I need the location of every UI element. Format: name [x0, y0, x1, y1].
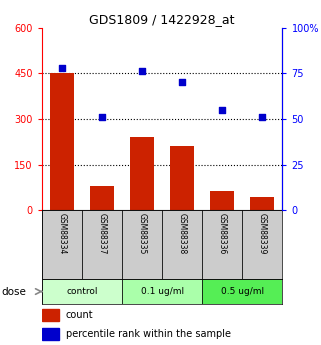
- Title: GDS1809 / 1422928_at: GDS1809 / 1422928_at: [89, 13, 235, 27]
- Bar: [42, 309, 59, 321]
- Text: GSM88338: GSM88338: [178, 213, 187, 254]
- Bar: [122, 279, 202, 304]
- Bar: [202, 279, 282, 304]
- Bar: [250, 197, 274, 210]
- Point: [100, 115, 105, 120]
- Text: GSM88334: GSM88334: [57, 213, 66, 254]
- Bar: [170, 146, 194, 210]
- Text: 0.1 ug/ml: 0.1 ug/ml: [141, 287, 184, 296]
- Text: dose: dose: [2, 287, 26, 296]
- Text: 0.5 ug/ml: 0.5 ug/ml: [221, 287, 264, 296]
- Text: GSM88336: GSM88336: [218, 213, 227, 254]
- Text: GSM88337: GSM88337: [97, 213, 107, 254]
- Text: count: count: [66, 310, 93, 320]
- Bar: [162, 210, 202, 279]
- Bar: [210, 191, 234, 210]
- Bar: [42, 328, 59, 339]
- Bar: [42, 279, 122, 304]
- Point: [180, 80, 185, 85]
- Bar: [202, 210, 242, 279]
- Bar: [242, 210, 282, 279]
- Bar: [130, 137, 154, 210]
- Point: [140, 69, 145, 74]
- Bar: [122, 210, 162, 279]
- Bar: [42, 210, 82, 279]
- Text: GSM88335: GSM88335: [137, 213, 147, 254]
- Point: [220, 107, 225, 112]
- Text: control: control: [66, 287, 98, 296]
- Bar: [90, 186, 114, 210]
- Text: percentile rank within the sample: percentile rank within the sample: [66, 329, 231, 339]
- Bar: [82, 210, 122, 279]
- Point: [59, 65, 64, 71]
- Bar: [50, 73, 74, 210]
- Text: GSM88339: GSM88339: [258, 213, 267, 254]
- Point: [260, 115, 265, 120]
